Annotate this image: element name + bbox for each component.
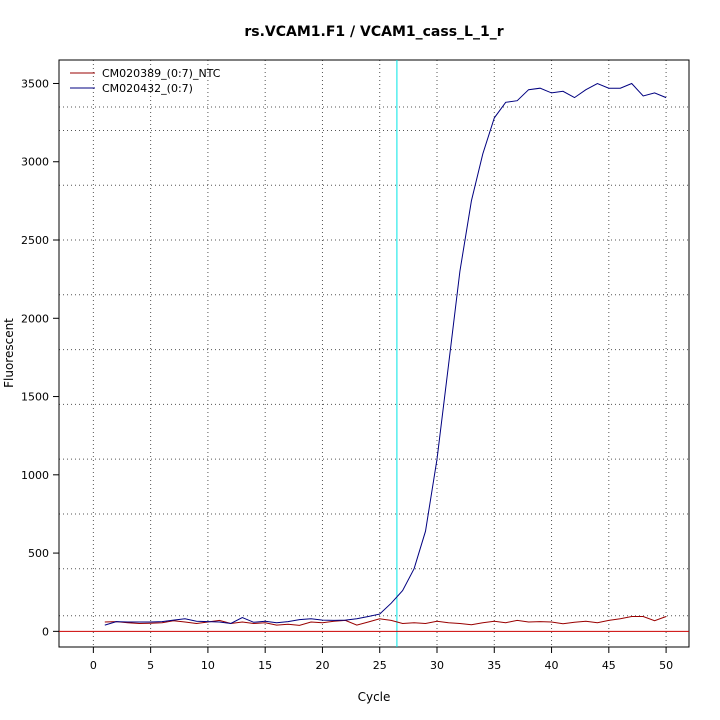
- series-line-2: [104, 82, 667, 626]
- y-tick-label: 1000: [21, 469, 49, 482]
- series-line-1: [104, 616, 667, 626]
- x-tick-label: 40: [545, 659, 559, 672]
- y-tick-label: 2500: [21, 234, 49, 247]
- x-tick-label: 45: [602, 659, 616, 672]
- x-tick-label: 15: [258, 659, 272, 672]
- x-tick-label: 10: [201, 659, 215, 672]
- grid: [59, 60, 689, 648]
- series-layer: [104, 82, 667, 626]
- y-tick-label: 3500: [21, 77, 49, 90]
- legend: CM020389_(0:7)_NTC CM020432_(0:7): [70, 67, 221, 95]
- legend-label-series-1: CM020389_(0:7)_NTC: [102, 67, 221, 80]
- plot-frame: [58, 59, 690, 648]
- chart-title: rs.VCAM1.F1 / VCAM1_cass_L_1_r: [244, 24, 503, 40]
- x-tick-label: 35: [487, 659, 501, 672]
- y-tick-label: 0: [42, 625, 49, 638]
- y-tick-label: 1500: [21, 391, 49, 404]
- legend-label-series-2: CM020432_(0:7): [102, 82, 193, 95]
- x-tick-label: 20: [315, 659, 329, 672]
- x-tick-label: 25: [373, 659, 387, 672]
- y-tick-label: 2000: [21, 312, 49, 325]
- x-axis-label: Cycle: [358, 690, 391, 704]
- axes: 0 5 10 15 20 25 30 35 40 45 5005001000150020002500…: [21, 77, 673, 672]
- y-axis-label: Fluorescent: [2, 318, 16, 388]
- x-tick-label: 50: [659, 659, 673, 672]
- x-tick-label: 5: [147, 659, 154, 672]
- x-tick-label: 0: [90, 659, 97, 672]
- y-tick-label: 3000: [21, 156, 49, 169]
- x-tick-label: 30: [430, 659, 444, 672]
- y-tick-label: 500: [28, 547, 49, 560]
